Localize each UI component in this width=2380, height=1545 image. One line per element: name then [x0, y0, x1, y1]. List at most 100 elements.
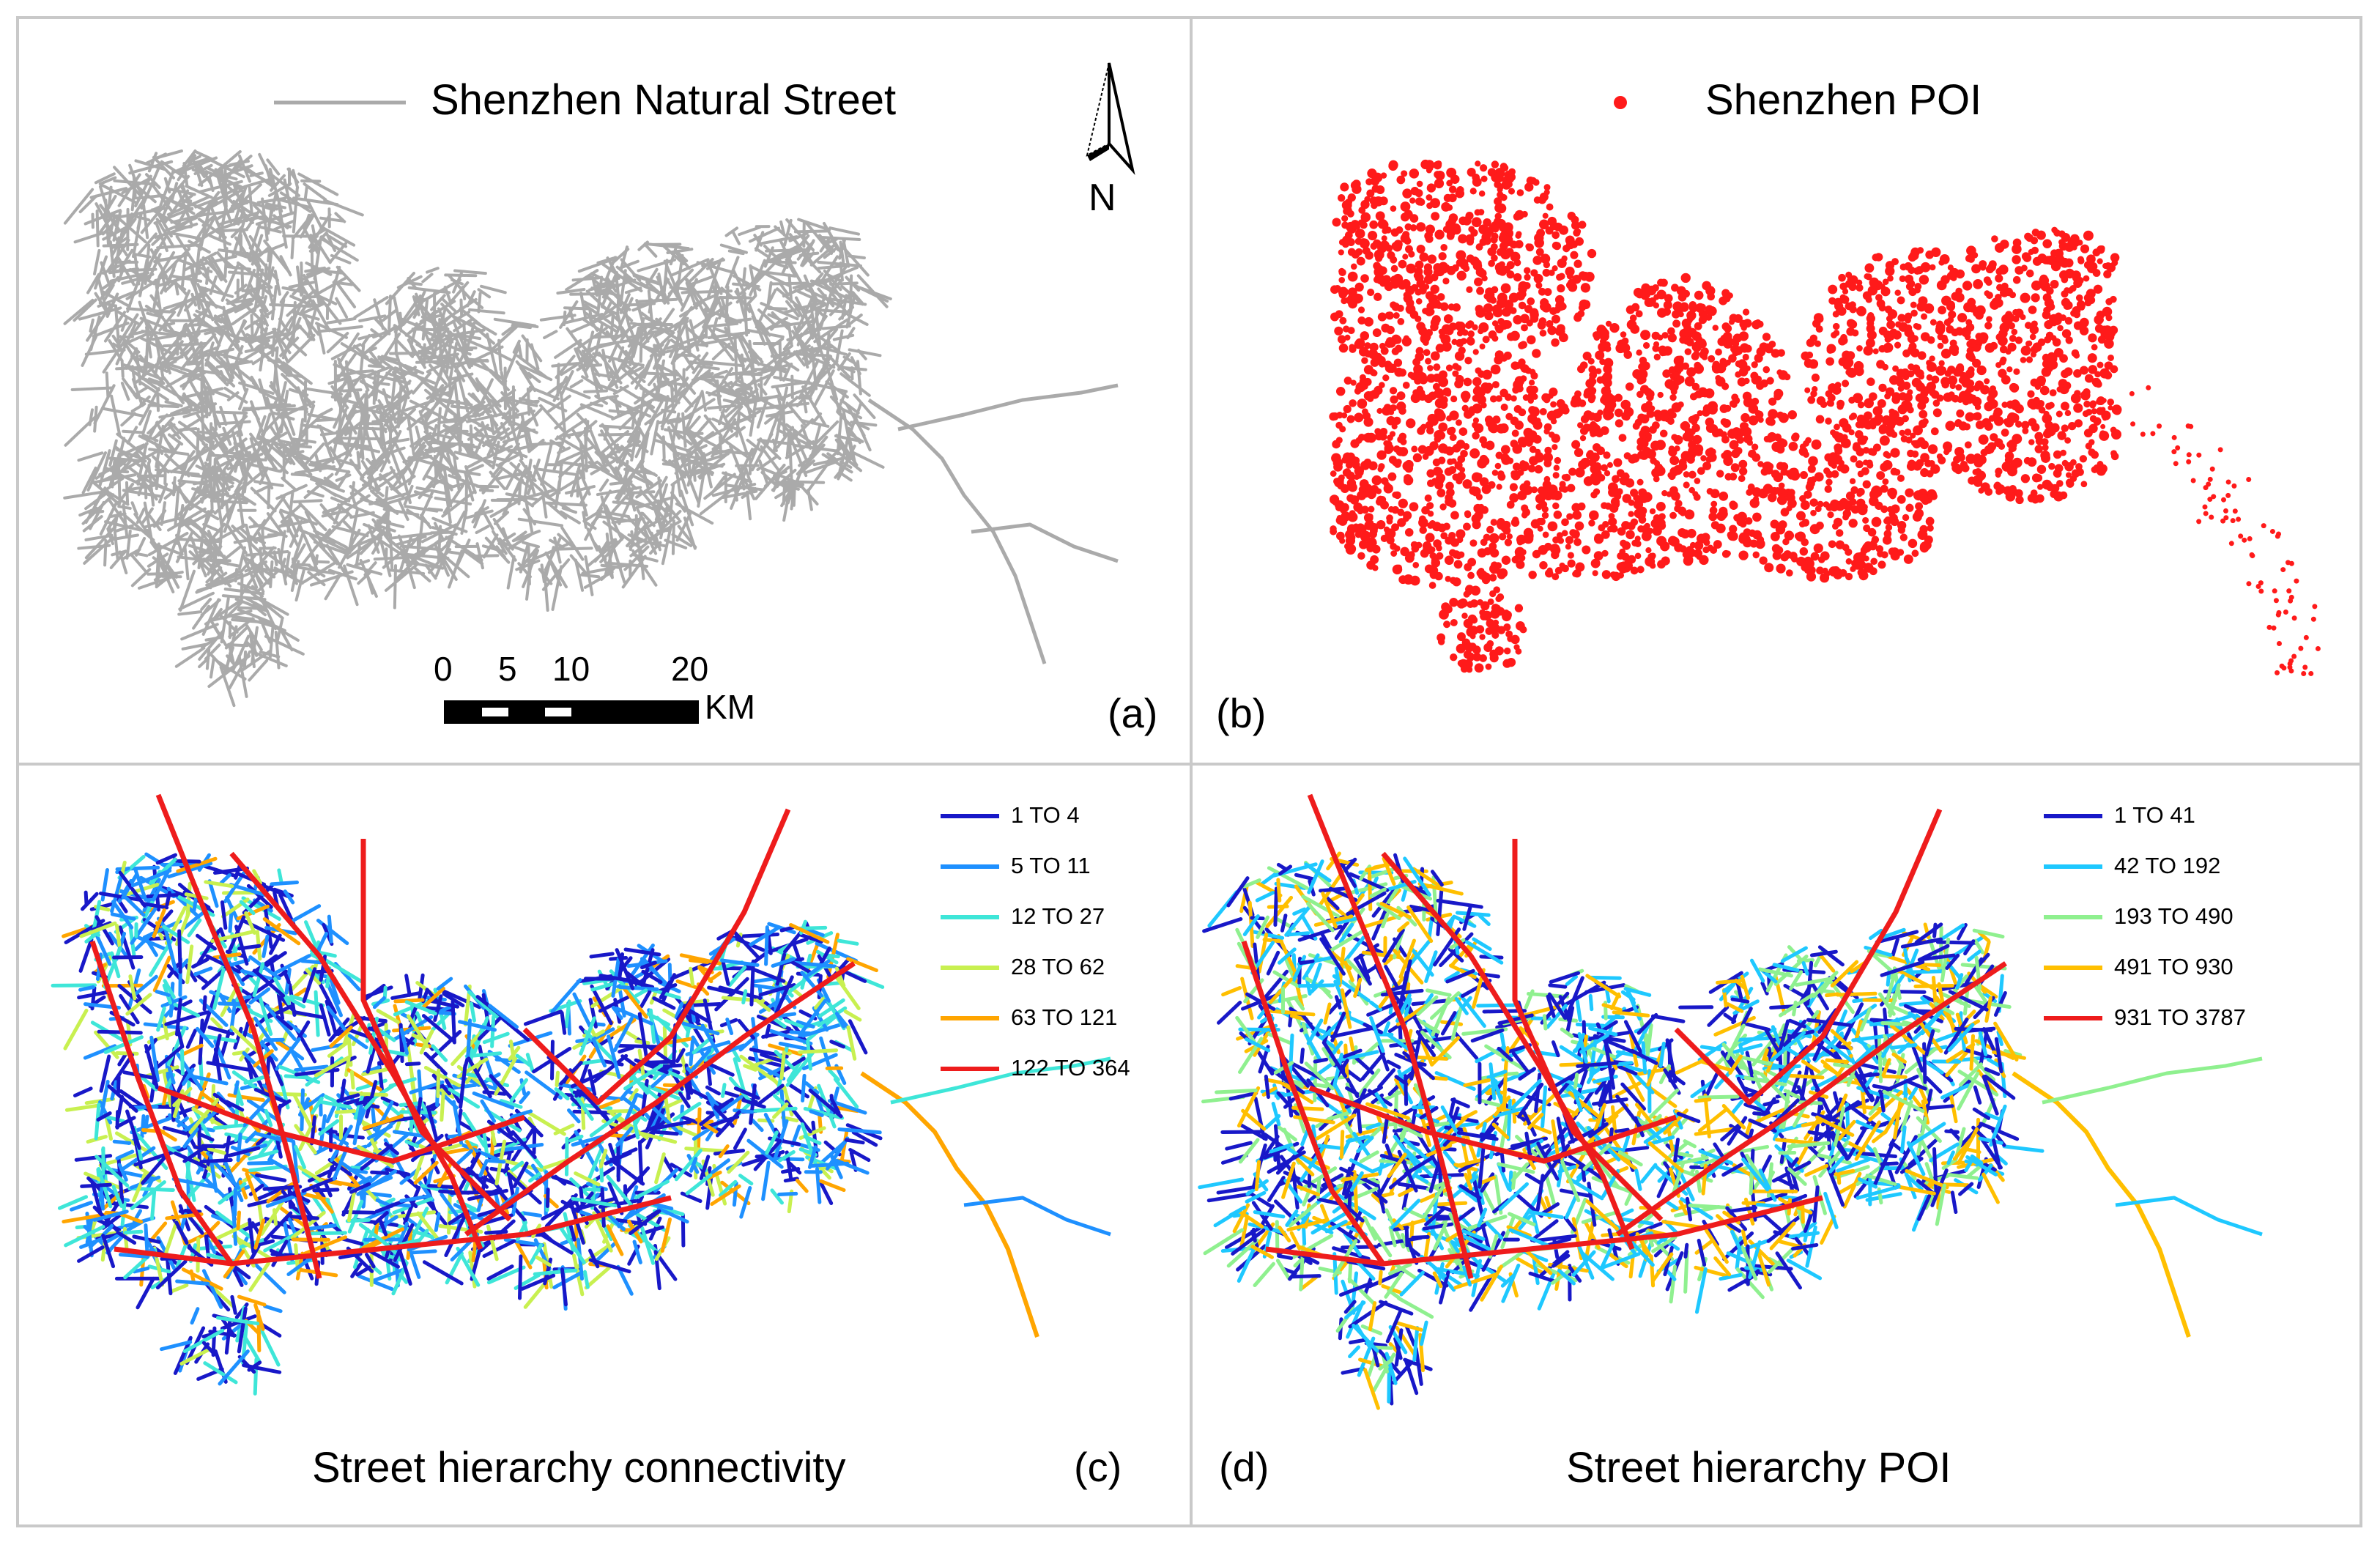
street-segment	[177, 610, 203, 616]
street-segment	[477, 292, 482, 314]
street-segment	[838, 237, 847, 260]
street-segment	[524, 464, 536, 495]
poi-point	[1683, 481, 1690, 489]
street-segment	[755, 463, 786, 500]
street-segment	[122, 363, 160, 392]
poi-point	[1350, 263, 1357, 270]
street-segment	[668, 483, 675, 520]
poi-point	[1669, 486, 1678, 495]
poi-point	[1535, 282, 1543, 289]
street-segment	[363, 424, 377, 465]
street-segment	[501, 325, 514, 336]
street-segment	[202, 522, 223, 534]
street-segment	[842, 355, 857, 366]
poi-point	[1931, 375, 1940, 384]
street-segment	[260, 330, 272, 349]
street-segment	[513, 467, 527, 495]
street-segment	[248, 234, 263, 255]
poi-point	[1376, 407, 1383, 414]
poi-point	[1611, 500, 1620, 508]
poi-point	[1384, 481, 1390, 489]
street-segment	[619, 292, 631, 314]
street-segment	[604, 561, 649, 568]
poi-point	[1469, 448, 1480, 459]
poi-point	[1431, 315, 1441, 325]
poi-point	[1724, 550, 1731, 557]
street-segment	[95, 210, 100, 248]
poi-point	[1513, 315, 1523, 325]
street-segment	[317, 325, 363, 333]
street-segment	[511, 324, 532, 330]
street-segment	[772, 476, 793, 494]
street-segment	[507, 533, 533, 550]
poi-point	[1882, 278, 1889, 286]
poi-point	[2088, 439, 2095, 445]
poi-point	[1966, 347, 1974, 355]
street-segment	[468, 308, 505, 315]
poi-point	[1441, 324, 1452, 335]
poi-point	[1485, 440, 1495, 451]
poi-point	[1849, 497, 1857, 506]
poi-point	[1967, 297, 1976, 307]
street-segment	[182, 161, 189, 188]
street-segment	[634, 360, 651, 390]
street-segment	[420, 379, 440, 397]
street-segment	[204, 598, 243, 626]
poi-point	[1810, 509, 1817, 516]
poi-point	[2084, 374, 2094, 383]
poi-point	[1850, 412, 1858, 420]
street-segment	[116, 313, 139, 348]
poi-point	[2091, 408, 2098, 415]
street-segment	[583, 389, 609, 393]
poi-point	[1601, 464, 1608, 472]
street-segment	[225, 185, 242, 196]
street-segment	[248, 516, 260, 527]
street-segment	[388, 568, 426, 575]
poi-point	[1580, 283, 1591, 293]
poi-point	[1732, 348, 1740, 357]
street-segment	[578, 340, 600, 366]
poi-point	[1390, 228, 1400, 237]
street-segment	[569, 314, 612, 334]
poi-point	[1539, 560, 1548, 570]
street-segment	[210, 499, 248, 505]
poi-point	[1661, 489, 1668, 497]
poi-point	[1874, 413, 1884, 423]
poi-point	[1447, 427, 1456, 436]
poi-point	[1524, 182, 1534, 192]
street-segment	[108, 525, 113, 540]
poi-point	[2005, 349, 2012, 355]
street-segment	[801, 251, 815, 267]
street-segment	[225, 314, 240, 350]
street-segment	[383, 410, 399, 427]
poi-point	[1694, 322, 1702, 330]
street-segment	[631, 317, 645, 358]
poi-point	[1389, 387, 1398, 395]
poi-point	[1455, 552, 1462, 560]
poi-point	[1590, 558, 1601, 568]
poi-point	[1377, 312, 1387, 322]
poi-point	[1369, 220, 1379, 229]
poi-point	[1702, 281, 1712, 291]
poi-point	[1440, 244, 1447, 251]
poi-point	[1593, 551, 1604, 561]
poi-point	[1947, 375, 1958, 385]
poi-point	[1944, 349, 1951, 355]
poi-point	[1998, 336, 2008, 347]
street-segment	[691, 371, 714, 382]
poi-point	[1613, 458, 1623, 467]
street-segment	[502, 344, 521, 384]
street-segment	[313, 529, 348, 549]
poi-point	[1811, 439, 1822, 450]
poi-point	[1430, 351, 1440, 361]
poi-point	[1357, 306, 1365, 314]
poi-point	[1899, 533, 1908, 541]
poi-point	[1533, 273, 1543, 284]
street-segment	[278, 520, 309, 528]
poi-point	[1396, 175, 1406, 185]
poi-point	[1908, 538, 1918, 549]
street-segment	[426, 400, 441, 417]
street-segment	[561, 506, 578, 514]
poi-point	[1552, 490, 1562, 501]
street-segment	[760, 302, 799, 321]
